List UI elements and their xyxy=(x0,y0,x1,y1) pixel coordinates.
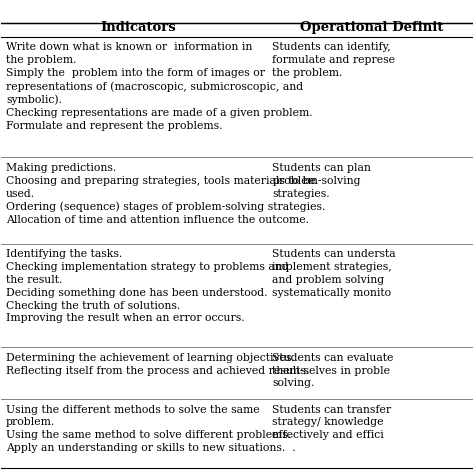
Text: Students can understa
implement strategies,
and problem solving
systematically m: Students can understa implement strategi… xyxy=(273,249,396,298)
Text: Identifying the tasks.
Checking implementation strategy to problems and
the resu: Identifying the tasks. Checking implemen… xyxy=(6,249,289,323)
Text: Using the different methods to solve the same
problem.
Using the same method to : Using the different methods to solve the… xyxy=(6,405,296,453)
Text: Students can plan
problem-solving
strategies.: Students can plan problem-solving strate… xyxy=(273,163,371,199)
Text: Determining the achievement of learning objectives.
Reflecting itself from the p: Determining the achievement of learning … xyxy=(6,353,310,375)
Text: Students can identify,
formulate and represe
the problem.: Students can identify, formulate and rep… xyxy=(273,42,395,78)
Text: Students can transfer
strategy/ knowledge
effectively and effici: Students can transfer strategy/ knowledg… xyxy=(273,405,392,440)
Text: Making predictions.
Choosing and preparing strategies, tools materials to be
use: Making predictions. Choosing and prepari… xyxy=(6,163,326,225)
Text: Write down what is known or  information in
the problem.
Simply the  problem int: Write down what is known or information … xyxy=(6,42,313,131)
Text: Students can evaluate
them-selves in proble
solving.: Students can evaluate them-selves in pro… xyxy=(273,353,394,388)
Text: Indicators: Indicators xyxy=(100,21,176,34)
Text: Operational Definit: Operational Definit xyxy=(300,21,443,34)
